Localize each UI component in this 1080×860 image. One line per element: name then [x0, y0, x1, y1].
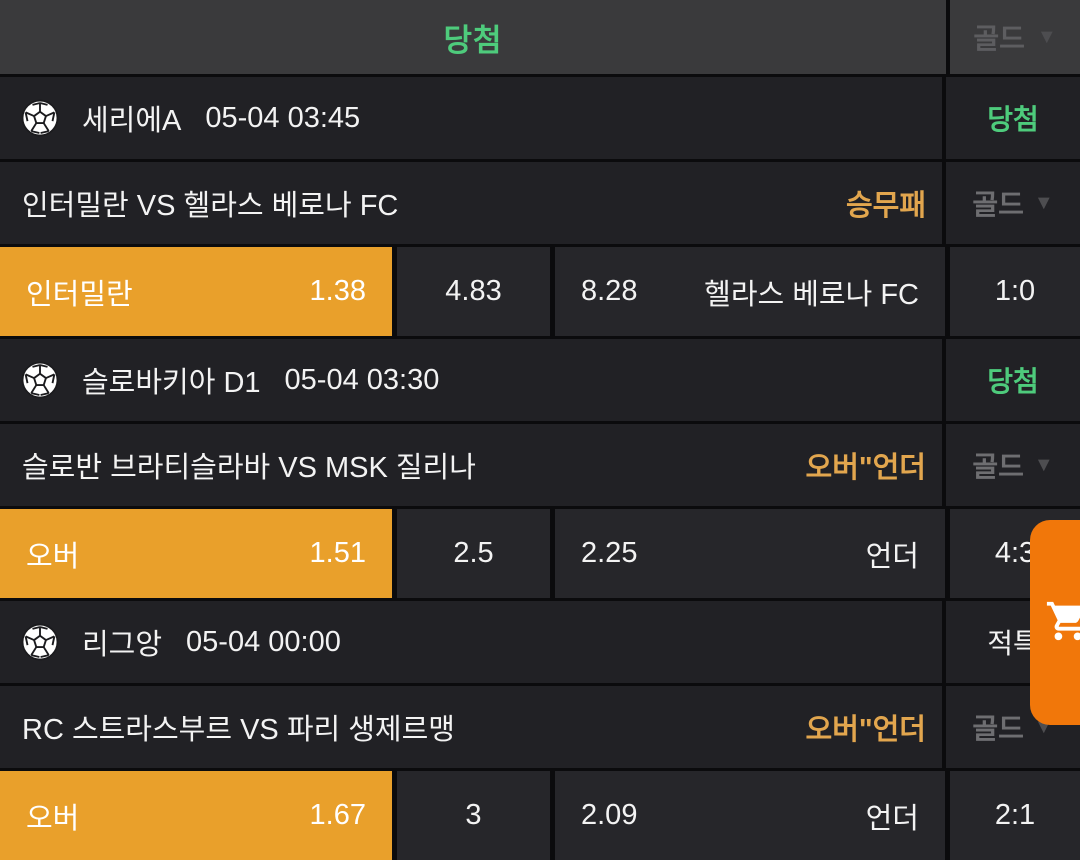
chevron-down-icon: ▼	[1033, 453, 1054, 476]
gold-dropdown-label: 골드	[972, 713, 1024, 744]
status-badge: 당첨	[987, 104, 1039, 135]
match-score: 1:0	[994, 275, 1036, 307]
selected-pick-cell[interactable]: 오버 1.67	[0, 771, 392, 860]
pick-team-label: 오버	[26, 802, 80, 835]
market-type-label: 오버"언더	[805, 714, 926, 746]
matchup-row: RC 스트라스부르 VS 파리 생제르맹 오버"언더 골드 ▼	[0, 686, 1080, 768]
soccer-ball-icon	[20, 98, 60, 138]
pick-team-label: 인터밀란	[26, 278, 133, 311]
chevron-down-icon: ▼	[1033, 191, 1054, 214]
baseline-cell[interactable]: 2.5	[397, 509, 550, 598]
odds-row: 인터밀란 1.38 4.83 8.28 헬라스 베로나 FC 1:0	[0, 247, 1080, 336]
under-odds-value: 2.09	[581, 799, 638, 831]
away-team-label: 헬라스 베로나 FC	[704, 278, 919, 311]
market-type-label: 승무패	[845, 190, 926, 222]
soccer-ball-icon	[20, 360, 60, 400]
gold-dropdown-label: 골드	[972, 189, 1024, 220]
gold-dropdown-label: 골드	[973, 23, 1025, 54]
away-odds-cell[interactable]: 8.28 헬라스 베로나 FC	[555, 247, 945, 336]
league-row: 세리에A 05-04 03:45 당첨	[0, 77, 1080, 159]
draw-odds-value: 4.83	[445, 275, 502, 307]
league-name: 슬로바키아 D1	[82, 367, 261, 399]
away-odds-value: 8.28	[581, 275, 638, 307]
bet-cart-button[interactable]	[1030, 520, 1080, 725]
draw-odds-cell[interactable]: 4.83	[397, 247, 550, 336]
matchup-teams: RC 스트라스부르 VS 파리 생제르맹	[22, 714, 455, 746]
soccer-ball-icon	[20, 622, 60, 662]
league-name: 리그앙	[82, 629, 163, 661]
matchup-teams: 슬로반 브라티슬라바 VS MSK 질리나	[22, 452, 476, 484]
under-odds-value: 2.25	[581, 537, 638, 569]
cart-icon	[1036, 598, 1080, 647]
match-datetime: 05-04 03:30	[284, 363, 440, 396]
pick-odds-value: 1.67	[309, 799, 366, 831]
top-gold-dropdown[interactable]: 골드 ▼	[950, 0, 1080, 74]
odds-row: 오버 1.51 2.5 2.25 언더 4:3	[0, 509, 1080, 598]
matchup-row: 슬로반 브라티슬라바 VS MSK 질리나 오버"언더 골드 ▼	[0, 424, 1080, 506]
league-name: 세리에A	[82, 105, 182, 137]
odds-type-dropdown[interactable]: 골드 ▼	[946, 424, 1080, 506]
pick-odds-value: 1.38	[309, 275, 366, 307]
score-cell: 2:1	[950, 771, 1080, 860]
gold-dropdown-label: 골드	[972, 451, 1024, 482]
league-row: 리그앙 05-04 00:00 적특	[0, 601, 1080, 683]
match-score: 2:1	[994, 799, 1036, 831]
under-odds-cell[interactable]: 2.09 언더	[555, 771, 945, 860]
under-label: 언더	[865, 540, 919, 573]
odds-type-dropdown[interactable]: 골드 ▼	[946, 162, 1080, 244]
baseline-value: 3	[465, 799, 482, 831]
status-badge: 당첨	[987, 366, 1039, 397]
matchup-teams: 인터밀란 VS 헬라스 베로나 FC	[22, 190, 399, 222]
league-row: 슬로바키아 D1 05-04 03:30 당첨	[0, 339, 1080, 421]
score-cell: 1:0	[950, 247, 1080, 336]
match-score: 4:3	[994, 537, 1036, 569]
selected-pick-cell[interactable]: 오버 1.51	[0, 509, 392, 598]
top-bar: 당첨 골드 ▼	[0, 0, 1080, 74]
market-type-label: 오버"언더	[805, 452, 926, 484]
chevron-down-icon: ▼	[1036, 25, 1057, 48]
match-datetime: 05-04 00:00	[186, 625, 341, 658]
page-title: 당첨	[443, 22, 503, 58]
selected-pick-cell[interactable]: 인터밀란 1.38	[0, 247, 392, 336]
bet-group: 슬로바키아 D1 05-04 03:30 당첨 슬로반 브라티슬라바 VS MS…	[0, 339, 1080, 598]
under-odds-cell[interactable]: 2.25 언더	[555, 509, 945, 598]
top-bar-title-section: 당첨	[0, 0, 950, 74]
bet-group: 리그앙 05-04 00:00 적특 RC 스트라스부르 VS 파리 생제르맹 …	[0, 601, 1080, 860]
odds-row: 오버 1.67 3 2.09 언더 2:1	[0, 771, 1080, 860]
pick-team-label: 오버	[26, 540, 80, 573]
baseline-value: 2.5	[453, 537, 494, 569]
bet-group: 세리에A 05-04 03:45 당첨 인터밀란 VS 헬라스 베로나 FC 승…	[0, 77, 1080, 336]
match-datetime: 05-04 03:45	[205, 101, 361, 134]
under-label: 언더	[865, 802, 919, 835]
pick-odds-value: 1.51	[309, 537, 366, 569]
baseline-cell[interactable]: 3	[397, 771, 550, 860]
matchup-row: 인터밀란 VS 헬라스 베로나 FC 승무패 골드 ▼	[0, 162, 1080, 244]
